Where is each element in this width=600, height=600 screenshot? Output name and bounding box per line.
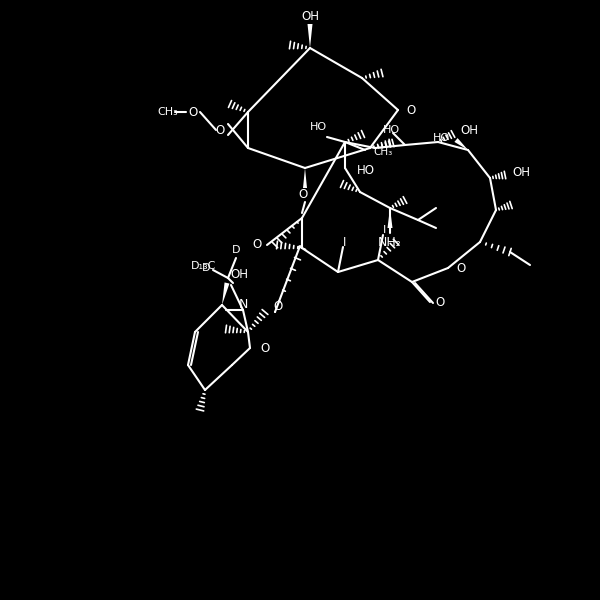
Text: D₁₃C: D₁₃C bbox=[191, 261, 216, 271]
Text: O: O bbox=[215, 124, 224, 136]
Polygon shape bbox=[454, 138, 468, 150]
Text: OH: OH bbox=[512, 166, 530, 179]
Text: O: O bbox=[188, 106, 197, 118]
Polygon shape bbox=[308, 24, 313, 48]
Text: O: O bbox=[274, 301, 283, 313]
Text: I: I bbox=[383, 225, 386, 235]
Polygon shape bbox=[222, 283, 229, 305]
Text: N: N bbox=[238, 298, 248, 311]
Text: NH₂: NH₂ bbox=[378, 236, 402, 250]
Text: O: O bbox=[406, 103, 415, 116]
Polygon shape bbox=[303, 168, 307, 188]
Text: O: O bbox=[260, 341, 269, 355]
Text: O: O bbox=[298, 188, 308, 202]
Text: D: D bbox=[232, 245, 240, 255]
Text: O: O bbox=[253, 238, 262, 251]
Text: O: O bbox=[456, 262, 465, 275]
Text: HO: HO bbox=[310, 122, 327, 132]
Text: HO: HO bbox=[433, 133, 450, 143]
Text: I: I bbox=[343, 235, 347, 248]
Text: D: D bbox=[202, 263, 210, 273]
Text: HO: HO bbox=[383, 125, 400, 135]
Text: OH: OH bbox=[301, 10, 319, 23]
Text: CH₃: CH₃ bbox=[158, 107, 178, 117]
Polygon shape bbox=[388, 208, 392, 228]
Text: CH₃: CH₃ bbox=[373, 147, 392, 157]
Text: HO: HO bbox=[357, 163, 375, 176]
Text: OH: OH bbox=[460, 124, 478, 136]
Text: O: O bbox=[436, 295, 445, 308]
Text: OH: OH bbox=[230, 269, 248, 281]
